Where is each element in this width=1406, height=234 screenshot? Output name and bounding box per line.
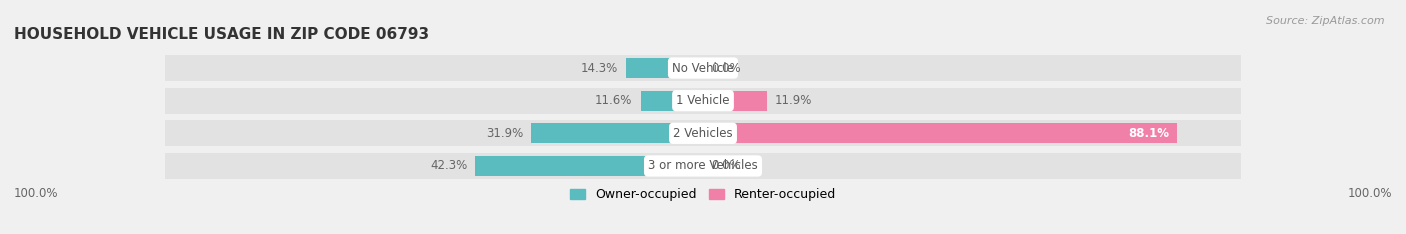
- Bar: [703, 91, 768, 111]
- Bar: [703, 123, 1177, 143]
- Text: 88.1%: 88.1%: [1128, 127, 1170, 140]
- Text: 31.9%: 31.9%: [486, 127, 523, 140]
- Bar: [703, 88, 1241, 114]
- Text: 11.6%: 11.6%: [595, 94, 633, 107]
- Text: 100.0%: 100.0%: [1347, 187, 1392, 200]
- Text: 2 Vehicles: 2 Vehicles: [673, 127, 733, 140]
- Bar: [165, 55, 703, 81]
- Text: 1 Vehicle: 1 Vehicle: [676, 94, 730, 107]
- Bar: [703, 153, 1241, 179]
- Bar: [703, 55, 1241, 81]
- Bar: [475, 156, 703, 176]
- Text: 14.3%: 14.3%: [581, 62, 619, 74]
- Text: 100.0%: 100.0%: [14, 187, 59, 200]
- Text: 0.0%: 0.0%: [711, 62, 741, 74]
- Text: 3 or more Vehicles: 3 or more Vehicles: [648, 160, 758, 172]
- Bar: [165, 88, 703, 114]
- Text: 11.9%: 11.9%: [775, 94, 813, 107]
- Text: No Vehicle: No Vehicle: [672, 62, 734, 74]
- Legend: Owner-occupied, Renter-occupied: Owner-occupied, Renter-occupied: [565, 183, 841, 206]
- Bar: [165, 153, 703, 179]
- Bar: [531, 123, 703, 143]
- Text: HOUSEHOLD VEHICLE USAGE IN ZIP CODE 06793: HOUSEHOLD VEHICLE USAGE IN ZIP CODE 0679…: [14, 27, 429, 42]
- Text: Source: ZipAtlas.com: Source: ZipAtlas.com: [1267, 16, 1385, 26]
- Bar: [703, 120, 1241, 146]
- Bar: [641, 91, 703, 111]
- Text: 42.3%: 42.3%: [430, 160, 467, 172]
- Text: 0.0%: 0.0%: [711, 160, 741, 172]
- Bar: [626, 58, 703, 78]
- Bar: [165, 120, 703, 146]
